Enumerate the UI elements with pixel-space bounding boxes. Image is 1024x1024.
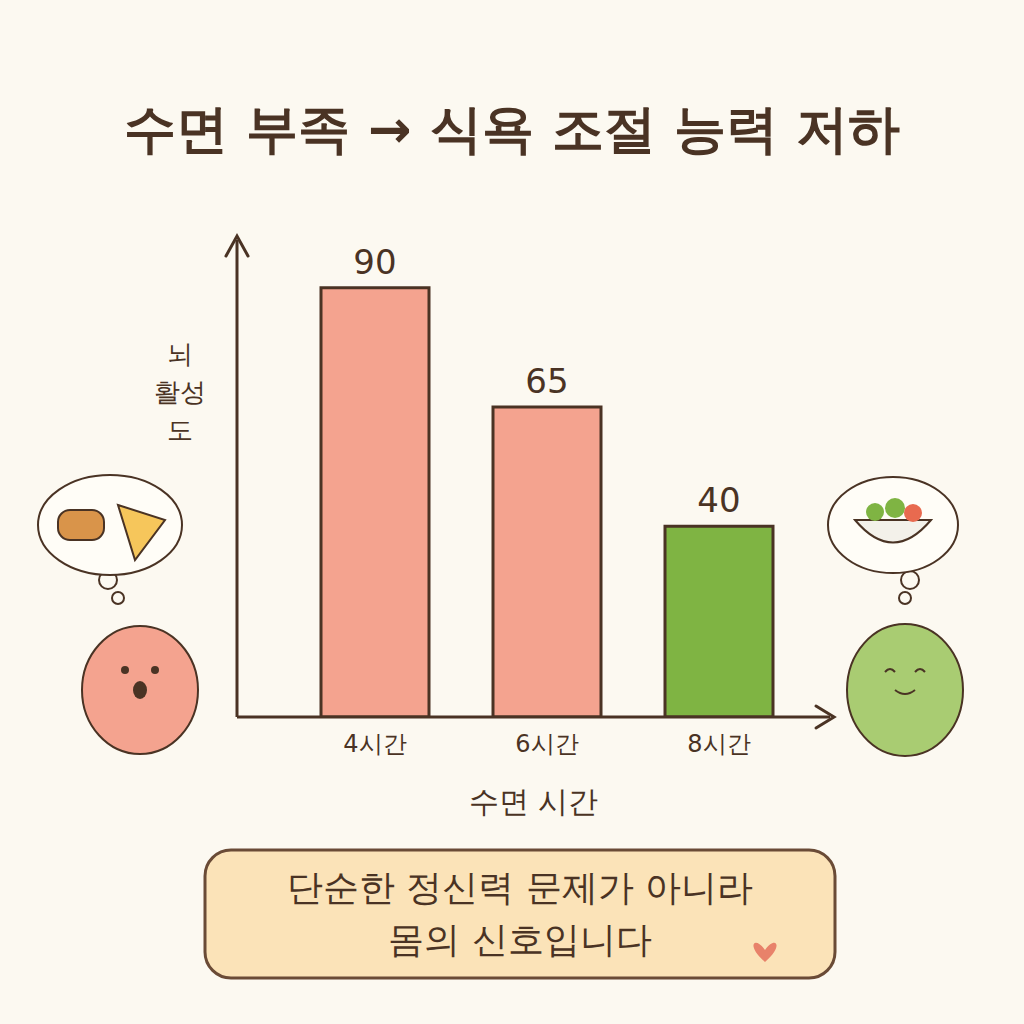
html-text:뇌: 뇌 bbox=[167, 339, 193, 369]
html-text:활성도: 활성도 bbox=[154, 377, 206, 445]
html-text:수면 시간: 수면 시간 bbox=[468, 784, 599, 819]
svg-text:90: 90 bbox=[353, 242, 396, 282]
html-text:수면 부족 → 식욕 조절 능력 저하: 수면 부족 → 식욕 조절 능력 저하 bbox=[123, 99, 901, 159]
svg-text:8시간: 8시간 bbox=[687, 730, 750, 758]
svg-text:65: 65 bbox=[525, 361, 568, 401]
html-text:단순한 정신력 문제가 아니라: 단순한 정신력 문제가 아니라 bbox=[286, 867, 754, 908]
html-text:몸의 신호입니다: 몸의 신호입니다 bbox=[388, 919, 652, 960]
svg-text:6시간: 6시간 bbox=[515, 730, 578, 758]
svg-text:4시간: 4시간 bbox=[343, 730, 406, 758]
svg-text:40: 40 bbox=[697, 480, 740, 520]
